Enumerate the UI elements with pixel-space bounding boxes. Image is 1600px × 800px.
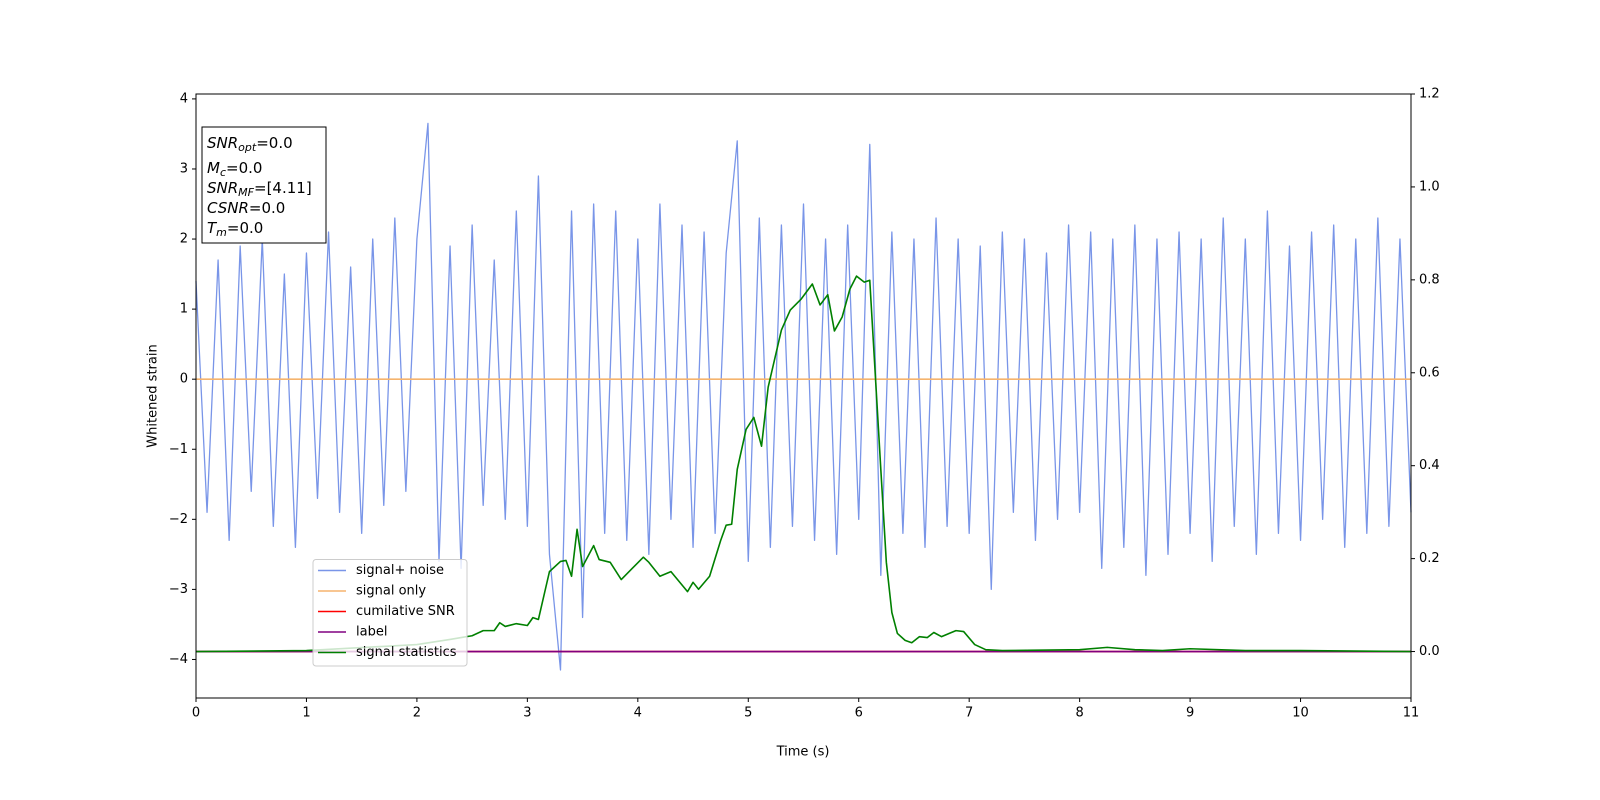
annotation-symbol: T — [207, 219, 218, 237]
annotation-line: SNRMF=[4.11] — [207, 179, 312, 200]
x-tick-label: 0 — [192, 706, 200, 721]
x-axis-label: Time (s) — [776, 745, 830, 760]
y-tick-label: 1 — [180, 302, 188, 317]
annotation-subscript: opt — [238, 141, 257, 154]
y2-tick-label: 1.2 — [1419, 87, 1440, 102]
annotation-subscript: m — [216, 226, 227, 239]
annotation-line: SNRopt=0.0 — [207, 134, 293, 155]
x-tick-label: 7 — [965, 706, 973, 721]
series-line — [195, 275, 1412, 653]
x-tick-label: 6 — [855, 706, 863, 721]
legend-label: signal only — [356, 584, 426, 599]
y-tick-label: 0 — [180, 372, 188, 387]
y2-tick-label: 0.0 — [1419, 644, 1440, 659]
y2-tick-label: 1.0 — [1419, 179, 1440, 194]
annotation-line: CSNR=0.0 — [207, 199, 285, 217]
x-tick-label: 3 — [523, 706, 531, 721]
legend-frame — [312, 559, 468, 667]
annotation-text: =0.0 — [256, 134, 292, 152]
y-tick-label: −1 — [169, 442, 188, 457]
annotation-symbol: M — [207, 159, 220, 177]
y-axis-label: Whitened strain — [146, 344, 161, 447]
y-tick-label: −4 — [169, 652, 188, 667]
annotation-text: =0.0 — [226, 159, 262, 177]
annotation-subscript: c — [220, 166, 226, 179]
annotation-subscript: MF — [238, 186, 254, 199]
y-tick-label: 2 — [180, 232, 188, 247]
legend-label: signal+ noise — [356, 563, 444, 578]
annotation-text: =0.0 — [249, 199, 285, 217]
y2-tick-label: 0.8 — [1419, 272, 1440, 287]
legend: signal+ noise signal only cumilative SNR la… — [312, 559, 468, 667]
x-tick-label: 9 — [1186, 706, 1194, 721]
series-line — [195, 122, 1412, 671]
x-tick-label: 5 — [744, 706, 752, 721]
annotation-text: =[4.11] — [254, 179, 312, 197]
legend-label: signal statistics — [356, 645, 457, 660]
annotation-symbol: SNR — [207, 134, 238, 152]
annotation-box: SNRopt=0.0Mc=0.0SNRMF=[4.11]CSNR=0.0Tm=0… — [201, 126, 327, 244]
y2-tick-label: 0.6 — [1419, 365, 1440, 380]
x-tick-label: 8 — [1075, 706, 1083, 721]
legend-label: cumilative SNR — [356, 604, 455, 619]
y-tick-label: 4 — [180, 91, 188, 106]
x-tick-label: 4 — [634, 706, 642, 721]
annotation-text: =0.0 — [227, 219, 263, 237]
x-tick-label: 2 — [413, 706, 421, 721]
x-tick-label: 11 — [1403, 706, 1420, 721]
x-tick-label: 10 — [1292, 706, 1309, 721]
annotation-symbol: CSNR — [207, 199, 249, 217]
legend-label: label — [356, 625, 387, 640]
annotation-line: Tm=0.0 — [207, 219, 263, 240]
y2-tick-label: 0.4 — [1419, 458, 1440, 473]
y-tick-label: 3 — [180, 161, 188, 176]
annotation-symbol: SNR — [207, 179, 238, 197]
x-tick-label: 1 — [302, 706, 310, 721]
y-tick-label: −3 — [169, 582, 188, 597]
axes-frame — [195, 93, 1412, 699]
annotation-line: Mc=0.0 — [207, 159, 262, 180]
y-tick-label: −2 — [169, 512, 188, 527]
annotation-frame — [201, 126, 327, 244]
y2-tick-label: 0.2 — [1419, 551, 1440, 566]
